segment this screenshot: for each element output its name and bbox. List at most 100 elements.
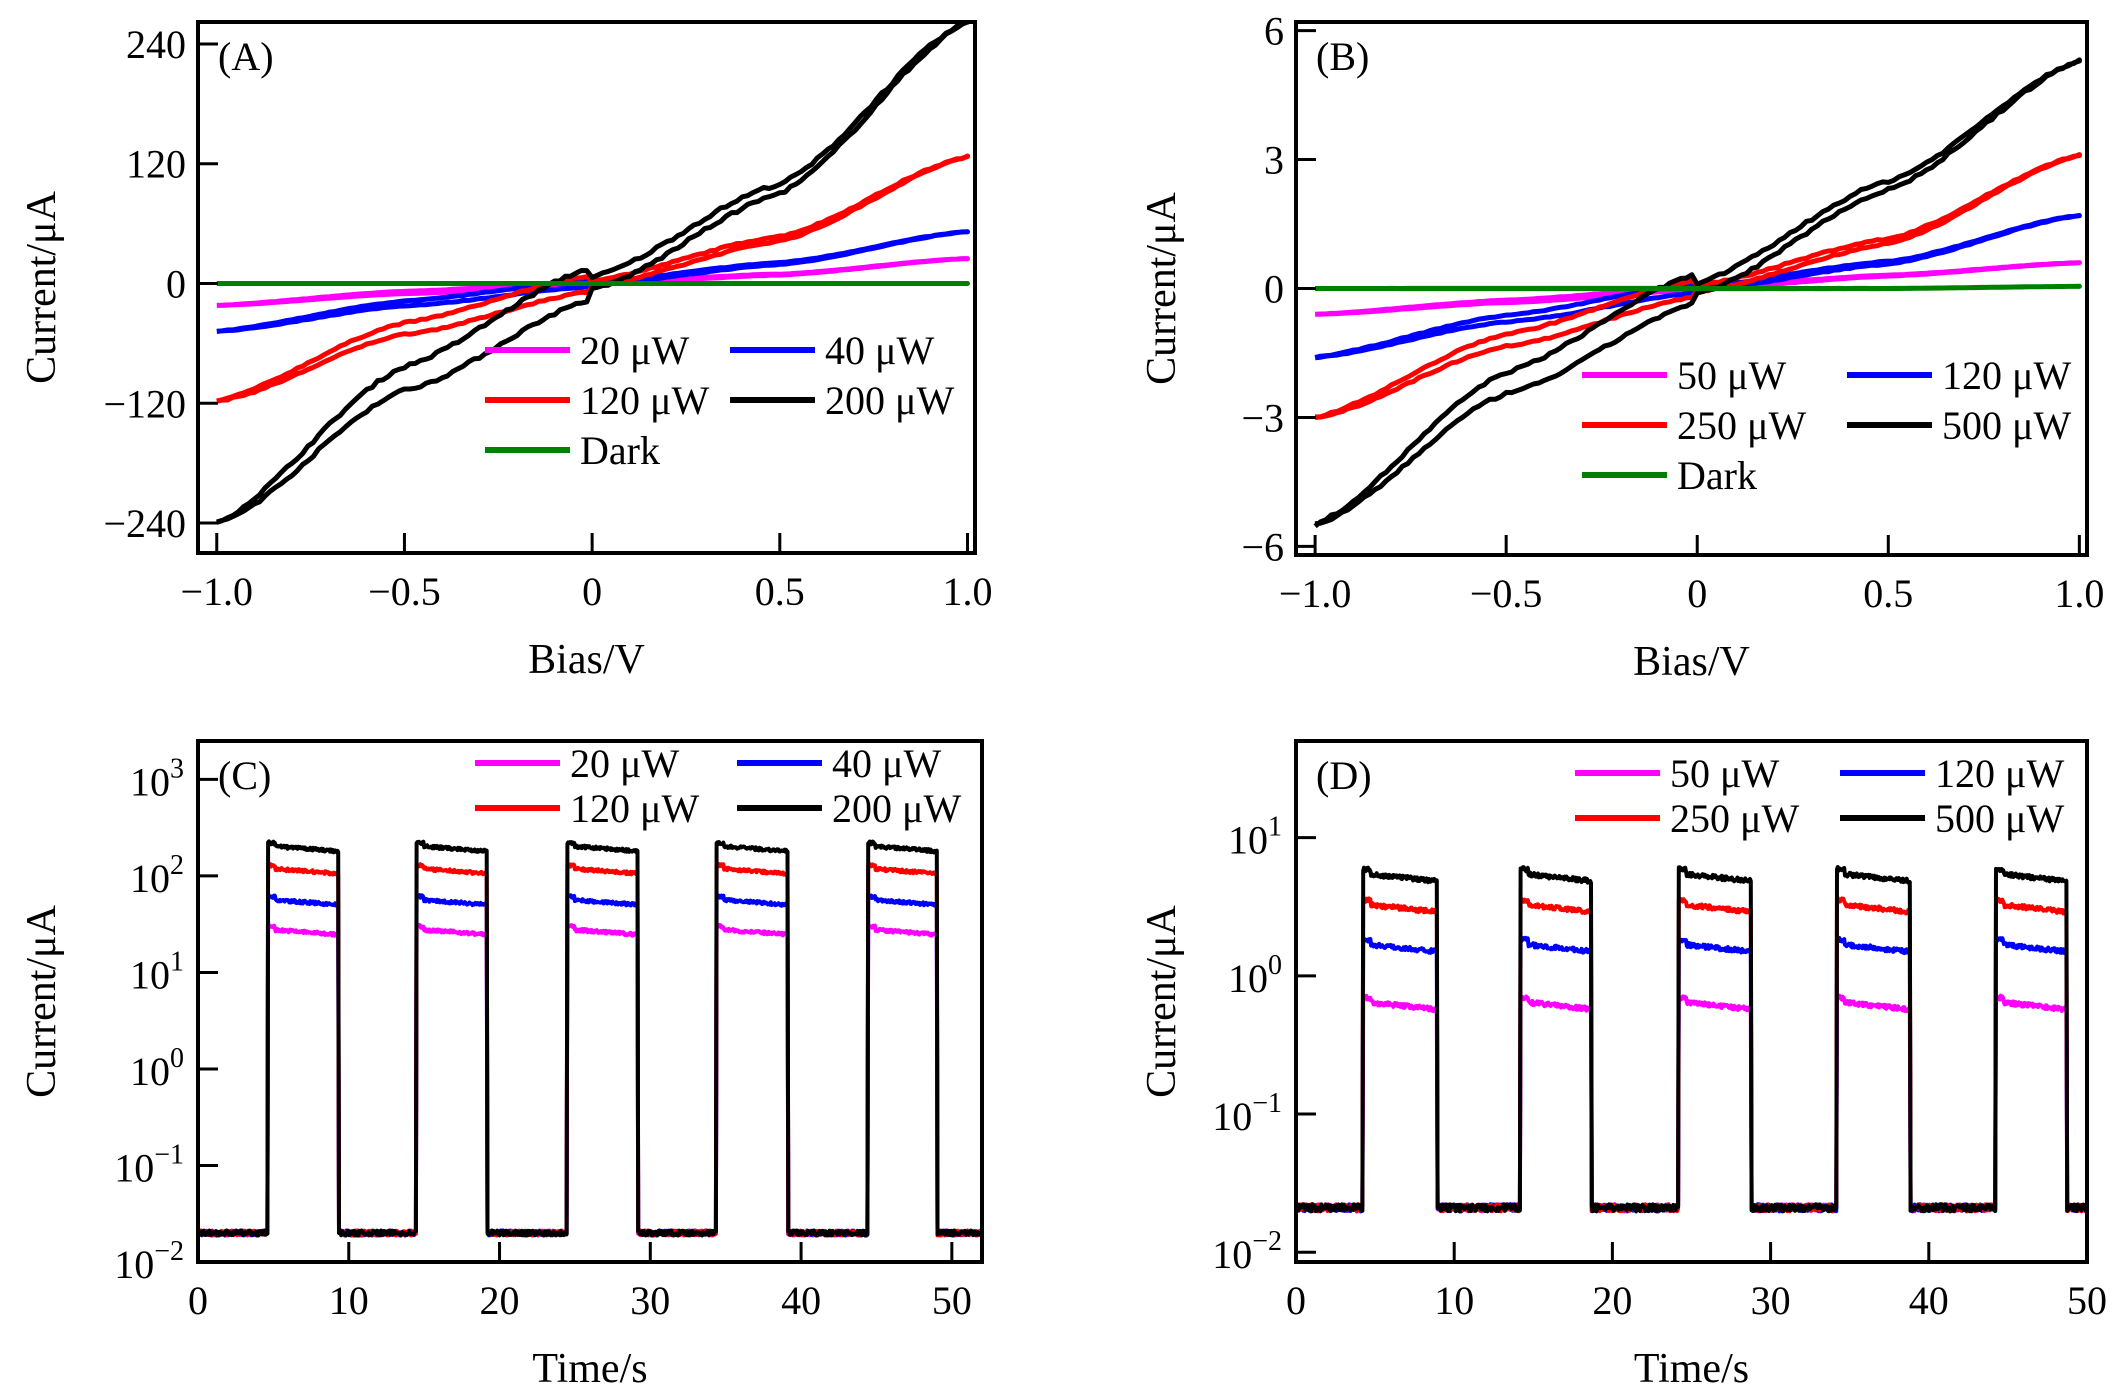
legend-label: 250 μW [1670, 796, 1799, 841]
y-tick-label: 10−2 [114, 1236, 184, 1287]
legend-item: 250 μW [1582, 403, 1806, 448]
legend-label: 500 μW [1942, 403, 2071, 448]
series-120w-line [1296, 935, 2087, 1214]
x-tick-label: 0 [188, 1278, 208, 1323]
y-tick-base: 10 [1212, 1232, 1252, 1277]
legend: 20 μW 40 μW 120 μW 200 μW [475, 741, 961, 831]
legend-item: 500 μW [1840, 796, 2064, 841]
legend-label: 500 μW [1935, 796, 2064, 841]
y-tick-label: 240 [126, 22, 186, 67]
x-tick-label: −1.0 [180, 569, 253, 614]
x-tick-label: 20 [1592, 1278, 1632, 1323]
legend-label: 250 μW [1677, 403, 1806, 448]
x-tick-label: 20 [480, 1278, 520, 1323]
y-tick-exponent: 1 [1268, 812, 1282, 843]
x-tick-label: −1.0 [1279, 571, 1352, 616]
y-tick-label: 10−1 [114, 1139, 184, 1190]
plot-area [198, 839, 982, 1238]
y-tick-label: −120 [103, 381, 186, 426]
series-50w-line [1315, 260, 2082, 317]
legend-item: 20 μW [485, 328, 689, 373]
y-tick-exponent: 0 [170, 1043, 184, 1074]
legend-item: 40 μW [730, 328, 934, 373]
legend-label: 200 μW [825, 378, 954, 423]
y-tick-base: 10 [130, 759, 170, 804]
y-tick-base: 10 [130, 952, 170, 997]
legend-label: 50 μW [1677, 353, 1786, 398]
plot-frame [196, 739, 984, 1264]
y-tick-label: 0 [1264, 267, 1284, 312]
y-tick-label: 103 [130, 753, 184, 804]
series-40w-line [216, 229, 970, 334]
x-tick-label: 10 [1434, 1278, 1474, 1323]
legend-label: 20 μW [580, 328, 689, 373]
legend-item: Dark [485, 428, 660, 473]
series-500w-line [1313, 57, 2082, 529]
legend-item: 120 μW [1840, 751, 2064, 796]
series-40w-line [198, 893, 982, 1238]
legend-label: 120 μW [1935, 751, 2064, 796]
legend: 20 μW 40 μW 120 μW 200 μW Dark [485, 328, 954, 473]
y-tick-exponent: 2 [170, 850, 184, 881]
panel-label: (A) [218, 34, 274, 79]
x-tick-label: 1.0 [942, 569, 992, 614]
legend-item: 120 μW [485, 378, 709, 423]
series-120w-line [216, 153, 970, 404]
panel-b: −1.0 −0.5 0 0.5 1.0 −6 −3 0 3 6 (B) Bias/V Current/μ… [1139, 9, 2104, 685]
plot-frame [196, 20, 977, 555]
series-20w-line [198, 922, 982, 1238]
x-tick-label: −0.5 [1470, 571, 1543, 616]
legend-label: 40 μW [825, 328, 934, 373]
x-tick-label: 0 [1286, 1278, 1306, 1323]
y-tick-base: 10 [130, 856, 170, 901]
series-50w-line [1296, 993, 2087, 1214]
legend-label: 50 μW [1670, 751, 1779, 796]
y-tick-exponent: −2 [1252, 1226, 1282, 1257]
panel-d: 0 10 20 30 40 5010−210−1100101(D)Time/sCurren… [1139, 739, 2107, 1386]
y-tick-base: 10 [114, 1242, 154, 1287]
y-axis-label: Current/μA [19, 190, 65, 383]
x-tick-label: −0.5 [368, 569, 441, 614]
x-tick-label: 0.5 [755, 569, 805, 614]
y-tick-label: 10−1 [1212, 1088, 1282, 1139]
y-tick-label: 3 [1264, 138, 1284, 183]
x-axis-label: Bias/V [528, 637, 645, 683]
y-tick-base: 10 [114, 1145, 154, 1190]
x-axis-label: Time/s [1634, 1346, 1749, 1386]
panel-label: (B) [1316, 34, 1369, 79]
legend-item: 120 μW [1847, 353, 2071, 398]
plot-frame [1294, 739, 2089, 1264]
x-tick-label: 50 [2067, 1278, 2107, 1323]
x-axis-label: Time/s [532, 1346, 647, 1386]
legend-item: 20 μW [475, 741, 679, 786]
series-120w-line [198, 862, 982, 1238]
legend-label: 20 μW [570, 741, 679, 786]
legend-item: 200 μW [737, 786, 961, 831]
y-tick-label: 0 [166, 262, 186, 307]
y-tick-base: 10 [130, 1049, 170, 1094]
legend-item: 120 μW [475, 786, 699, 831]
y-tick-exponent: −2 [154, 1236, 184, 1267]
legend-item: 250 μW [1575, 796, 1799, 841]
panel-label: (C) [218, 753, 271, 798]
x-tick-label: 0.5 [1863, 571, 1913, 616]
legend: 50 μW 120 μW 250 μW 500 μW Dark [1582, 353, 2071, 498]
y-tick-label: 101 [130, 946, 184, 997]
x-axis-label: Bias/V [1633, 639, 1750, 685]
legend: 50 μW 120 μW 250 μW 500 μW [1575, 751, 2064, 841]
series-250w-line [1314, 152, 2082, 420]
panel-a: −1.0 −0.5 0 0.5 1.0 −240 −120 0 120 240 (A) Bias/V C… [19, 20, 992, 683]
x-tick-label: 50 [932, 1278, 972, 1323]
series-200w-line [198, 839, 982, 1238]
y-tick-label: 100 [130, 1043, 184, 1094]
y-tick-exponent: −1 [154, 1139, 184, 1170]
x-tick-label: 0 [582, 569, 602, 614]
legend-item: 40 μW [737, 741, 941, 786]
panel-label: (D) [1316, 753, 1372, 798]
legend-label: 40 μW [832, 741, 941, 786]
x-tick-label: 0 [1687, 571, 1707, 616]
x-tick-label: 1.0 [2054, 571, 2104, 616]
y-tick-label: 101 [1228, 812, 1282, 863]
y-tick-label: −6 [1241, 524, 1284, 569]
y-tick-label: 102 [130, 850, 184, 901]
